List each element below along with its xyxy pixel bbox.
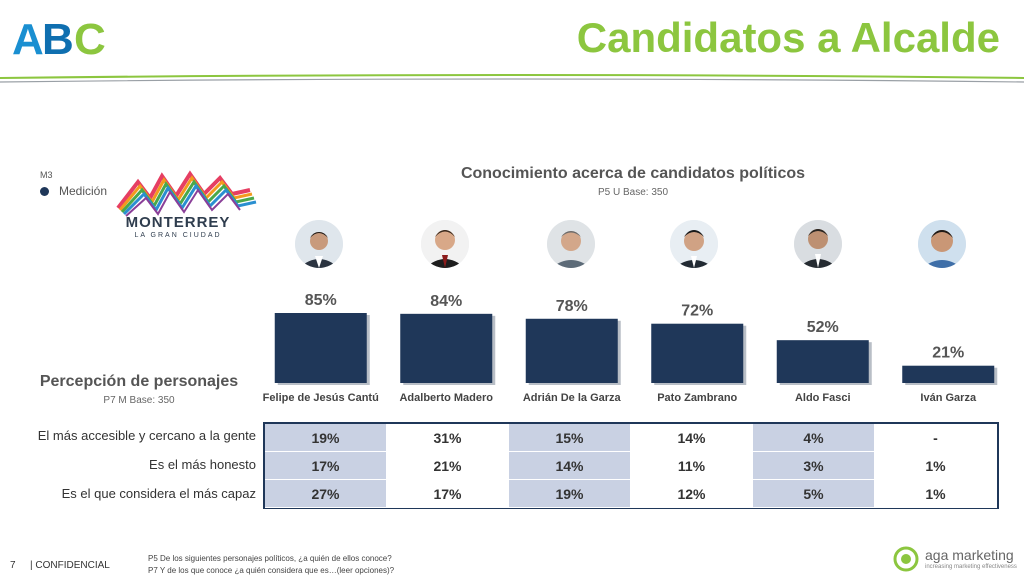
category-label: Iván Garza [920, 392, 977, 404]
bar [651, 323, 744, 383]
aga-brand-tagline: increasing marketing effectiveness [925, 564, 1017, 570]
bar-chart: 85% 84% 78% 72% 52% 21% Felipe de Jesús Cantú… [263, 292, 998, 404]
table-cell: 19% [509, 480, 631, 508]
table-cell: 31% [387, 424, 509, 452]
legend-code: M3 [40, 170, 53, 180]
category-label: Pato Zambrano [657, 392, 737, 404]
category-label: Felipe de Jesús Cantú [263, 392, 379, 404]
table-cell: 27% [265, 480, 387, 508]
header-divider [0, 74, 1024, 83]
table-cell: 14% [509, 452, 631, 480]
legend-dot-icon [40, 186, 49, 196]
candidate-photo-ivan [918, 220, 966, 268]
bar-value-label: 84% [430, 293, 462, 310]
bar [400, 313, 493, 383]
table-cell: 19% [265, 424, 387, 452]
legend-label: Medición [59, 184, 108, 198]
bar-value-label: 72% [681, 303, 713, 320]
table-cell: 21% [387, 452, 509, 480]
candidate-photo-aldo [794, 220, 842, 268]
candidate-photo-adalberto [421, 220, 469, 268]
candidate-photo-adrian [547, 220, 595, 268]
table-cell: 3% [753, 452, 875, 480]
table-cell: 17% [387, 480, 509, 508]
footnote-p7: P7 Y de los que conoce ¿a quién consider… [148, 566, 395, 575]
aga-logo-icon [893, 546, 919, 572]
page-title: Candidatos a Alcalde [576, 14, 1000, 61]
table-cell: 14% [631, 424, 753, 452]
svg-text:C: C [74, 16, 106, 58]
row-label-honest: Es el más honesto [149, 457, 256, 472]
abc-logo: A B C [12, 16, 106, 58]
chart-title: Conocimiento acerca de candidatos políti… [460, 165, 806, 182]
category-label: Adrián De la Garza [523, 392, 622, 404]
table-cell: 12% [631, 480, 753, 508]
monterrey-logo-tagline: LA GRAN CIUDAD [134, 232, 222, 239]
bar-value-label: 52% [807, 319, 839, 336]
table-cell: 4% [753, 424, 875, 452]
bar [776, 340, 869, 383]
table-cell: 1% [875, 480, 997, 508]
table-cell: 11% [631, 452, 753, 480]
row-label-capable: Es el que considera el más capaz [61, 486, 256, 501]
row-label-accessible: El más accesible y cercano a la gente [37, 428, 256, 443]
table-cell: 15% [509, 424, 631, 452]
table-cell: - [875, 424, 997, 452]
bar-value-label: 78% [556, 298, 588, 315]
monterrey-logo-icon [116, 170, 257, 217]
confidential-label: | CONFIDENCIAL [30, 560, 110, 571]
perception-table: 19% 31% 15% 14% 4% - 17% 21% 14% 11% 3% … [263, 422, 999, 509]
aga-brand-name: aga marketing [925, 547, 1014, 563]
bar-value-label: 21% [932, 345, 964, 362]
category-label: Aldo Fasci [795, 392, 851, 404]
table-cell: 1% [875, 452, 997, 480]
bar [274, 313, 367, 383]
perception-base: P7 M Base: 350 [103, 395, 175, 406]
bar-value-label: 85% [305, 292, 337, 309]
table-cell: 17% [265, 452, 387, 480]
footnote-p5: P5 De los siguientes personajes político… [148, 554, 392, 563]
perception-title: Percepción de personajes [39, 373, 239, 390]
legend-item: Medición [40, 184, 107, 198]
chart-subtitle: P5 U Base: 350 [597, 187, 669, 198]
monterrey-logo-name: MONTERREY [125, 214, 231, 231]
bar [525, 318, 618, 383]
category-label: Adalberto Madero [399, 392, 493, 404]
candidate-photo-pato [670, 220, 718, 268]
bar [902, 365, 995, 383]
page-number: 7 [10, 560, 16, 571]
table-cell: 5% [753, 480, 875, 508]
candidate-photo-felipe [295, 220, 343, 268]
svg-text:B: B [42, 16, 72, 58]
svg-text:A: A [12, 16, 43, 58]
